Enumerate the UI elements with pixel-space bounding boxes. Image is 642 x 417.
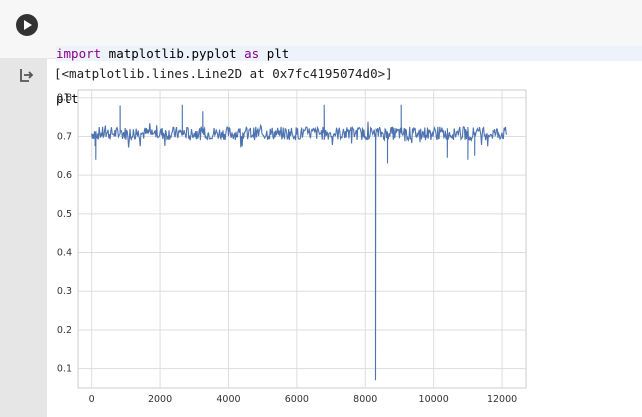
y-tick-label: 0.2	[57, 325, 72, 336]
code-line-1: import matplotlib.pyplot as plt	[56, 46, 642, 61]
y-tick-label: 0.5	[57, 209, 72, 220]
code-module: matplotlib.pyplot	[101, 46, 245, 61]
y-tick-label: 0.4	[57, 248, 72, 259]
output-arrow-icon[interactable]	[18, 67, 34, 83]
code-alias: plt	[259, 46, 290, 61]
y-tick-label: 0.6	[57, 170, 72, 181]
output-text: [<matplotlib.lines.Line2D at 0x7fc419507…	[54, 66, 393, 81]
y-tick-label: 0.8	[57, 93, 72, 104]
y-tick-label: 0.3	[57, 286, 72, 297]
series-line	[91, 104, 508, 381]
x-tick-label: 12000	[487, 394, 517, 405]
x-tick-label: 0	[89, 394, 95, 405]
y-tick-label: 0.1	[57, 364, 72, 375]
x-tick-label: 8000	[353, 394, 377, 405]
code-cell[interactable]: import matplotlib.pyplot as plt plt.plot…	[0, 0, 642, 106]
x-tick-label: 4000	[216, 394, 240, 405]
line-chart: 0 2000 4000 6000 8000 10000 12000 0.1 0.2 0.3 0.4 0…	[57, 89, 527, 405]
keyword-as: as	[244, 46, 260, 61]
keyword-import: import	[56, 46, 102, 61]
x-tick-label: 10000	[419, 394, 449, 405]
y-tick-label: 0.7	[57, 131, 72, 142]
x-tick-label: 2000	[148, 394, 172, 405]
play-icon[interactable]	[16, 14, 38, 36]
x-tick-label: 6000	[285, 394, 309, 405]
plot-area	[77, 89, 527, 389]
output-gutter	[0, 58, 47, 417]
